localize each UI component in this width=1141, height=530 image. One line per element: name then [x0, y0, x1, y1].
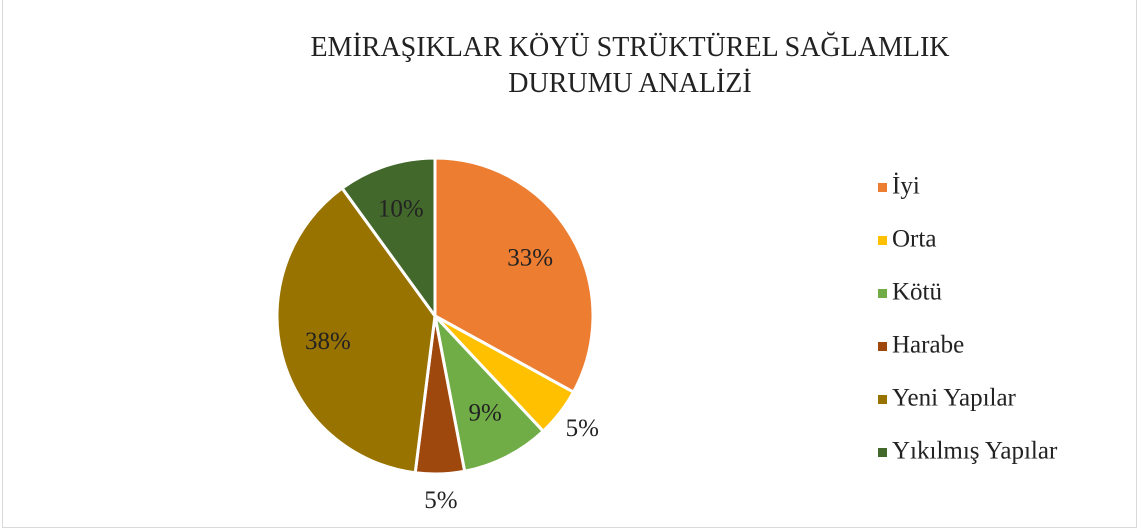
legend-swatch [878, 448, 887, 457]
data-label: 5% [566, 415, 599, 442]
pie-slice [275, 186, 437, 475]
legend-swatch [878, 289, 887, 298]
pie-slice [433, 156, 595, 395]
data-label: 9% [469, 399, 502, 426]
legend-label: Orta [892, 226, 936, 253]
data-label: 5% [424, 487, 457, 514]
data-label: 10% [378, 196, 424, 223]
legend-label: Harabe [892, 332, 964, 359]
legend-swatch [878, 236, 887, 245]
chart-title: EMİRAŞIKLAR KÖYÜ STRÜKTÜREL SAĞLAMLIK DU… [310, 32, 950, 99]
legend-swatch [878, 183, 887, 192]
data-label: 38% [305, 328, 351, 355]
legend-swatch [878, 395, 887, 404]
legend-label: İyi [892, 173, 920, 200]
pie-slice [340, 156, 437, 321]
legend-label: Yıkılmış Yapılar [892, 438, 1058, 465]
legend-swatch [878, 342, 887, 351]
pie-slice [432, 311, 546, 473]
legend-label: Kötü [892, 279, 943, 306]
data-label: 33% [507, 244, 553, 271]
legend-label: Yeni Yapılar [892, 385, 1017, 412]
